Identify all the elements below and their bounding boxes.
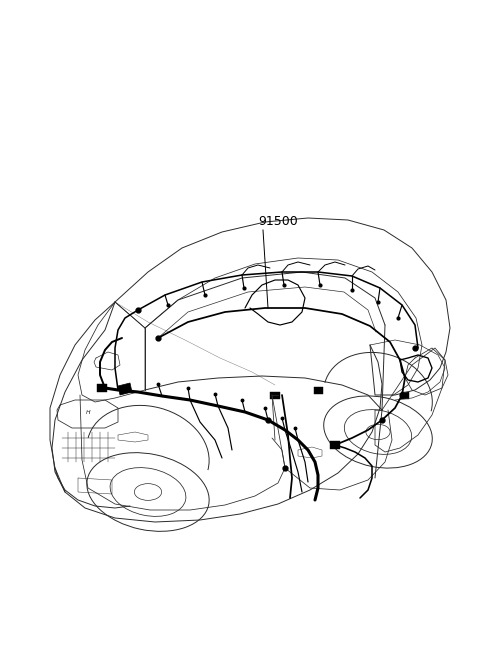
Polygon shape <box>270 392 280 398</box>
Polygon shape <box>313 386 323 394</box>
Ellipse shape <box>344 409 412 455</box>
Polygon shape <box>118 383 132 395</box>
Ellipse shape <box>324 396 432 468</box>
Text: 91500: 91500 <box>258 215 298 228</box>
Ellipse shape <box>134 483 162 500</box>
Ellipse shape <box>366 424 390 440</box>
Polygon shape <box>97 384 107 392</box>
Ellipse shape <box>87 453 209 531</box>
Ellipse shape <box>110 468 186 516</box>
Polygon shape <box>330 441 340 449</box>
Text: ᴴ: ᴴ <box>86 410 90 420</box>
Polygon shape <box>401 392 409 398</box>
